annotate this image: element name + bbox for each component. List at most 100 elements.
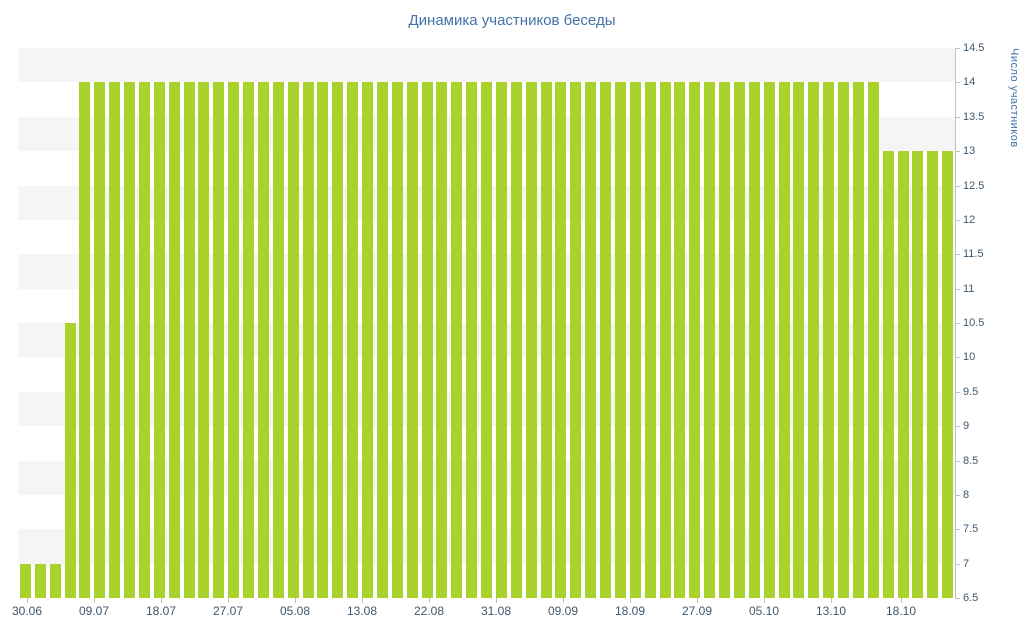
bar (689, 82, 701, 598)
bar (317, 82, 329, 598)
x-tick-mark (362, 598, 363, 603)
y-tick-mark (955, 254, 960, 256)
bar (64, 323, 76, 598)
y-tick-mark (955, 323, 960, 324)
bar (495, 82, 507, 598)
x-tick-label: 30.06 (11, 604, 43, 618)
bar (34, 563, 46, 598)
x-tick-mark (161, 598, 162, 603)
y-tick-mark (955, 598, 960, 599)
x-tick-mark (295, 598, 296, 603)
y-tick-label: 13.5 (963, 110, 985, 123)
bar (733, 82, 745, 598)
bar (927, 151, 939, 598)
bar (719, 82, 731, 598)
plot-area (18, 48, 955, 598)
y-tick-label: 14.5 (963, 42, 985, 54)
y-tick-mark (955, 391, 960, 393)
y-tick-mark (955, 460, 960, 462)
x-tick-label: 31.08 (480, 604, 512, 618)
x-tick-mark (94, 598, 95, 603)
bar (391, 82, 403, 598)
bar (882, 151, 894, 598)
bar (272, 82, 284, 598)
bar (629, 82, 641, 598)
bar (942, 151, 954, 598)
bar (748, 82, 760, 598)
bar (332, 82, 344, 598)
bar (168, 82, 180, 598)
y-tick-label: 14 (963, 76, 976, 89)
bar (793, 82, 805, 598)
y-tick-mark (955, 529, 960, 531)
x-tick-mark (764, 598, 765, 603)
bar (228, 82, 240, 598)
y-tick-mark (955, 494, 960, 496)
x-tick-label: 27.09 (681, 604, 713, 618)
bar (600, 82, 612, 598)
y-tick-label: 8.5 (963, 454, 979, 467)
y-tick-mark (955, 219, 960, 221)
x-tick-mark (429, 598, 430, 603)
x-tick-mark (901, 598, 902, 603)
y-tick-label: 11.5 (963, 248, 984, 261)
y-tick-label: 11 (963, 282, 975, 295)
y-tick-mark (955, 116, 960, 118)
bar (213, 82, 225, 598)
bar (49, 563, 61, 598)
x-tick-label: 18.10 (885, 604, 917, 618)
bar (362, 82, 374, 598)
y-tick-mark (955, 151, 960, 153)
bar (674, 82, 686, 598)
bar (614, 82, 626, 598)
x-tick-label: 18.09 (614, 604, 646, 618)
bar (94, 82, 106, 598)
bar (838, 82, 850, 598)
bar (257, 82, 269, 598)
bar (183, 82, 195, 598)
y-tick-label: 6.5 (963, 592, 979, 604)
y-tick-mark (955, 185, 960, 187)
bar (287, 82, 299, 598)
x-tick-mark (630, 598, 631, 603)
bar (421, 82, 433, 598)
x-tick-mark (563, 598, 564, 603)
chart-title: Динамика участников беседы (408, 12, 616, 29)
y-tick-label: 10 (963, 351, 976, 364)
y-tick-mark (955, 82, 960, 84)
x-tick-label: 27.07 (212, 604, 244, 618)
bar (406, 82, 418, 598)
x-tick-label: 09.09 (547, 604, 579, 618)
bar (466, 82, 478, 598)
bar (302, 82, 314, 598)
y-tick-mark (955, 48, 960, 49)
x-tick-label: 18.07 (145, 604, 177, 618)
y-tick-label: 12.5 (963, 179, 985, 192)
y-tick-mark (955, 426, 960, 428)
bar (347, 82, 359, 598)
y-tick-label: 7 (963, 557, 970, 570)
bar (912, 151, 924, 598)
bar (525, 82, 537, 598)
x-tick-mark (496, 598, 497, 603)
bar (704, 82, 716, 598)
bar (436, 82, 448, 598)
y-tick-mark (955, 288, 960, 290)
x-tick-label: 13.10 (815, 604, 847, 618)
y-tick-label: 8 (963, 488, 970, 501)
y-tick-mark (955, 357, 960, 359)
y-tick-label: 13 (963, 145, 976, 158)
bar (124, 82, 136, 598)
bar (644, 82, 656, 598)
bar (20, 563, 31, 598)
y-tick-label: 9.5 (963, 385, 979, 398)
x-tick-label: 05.08 (279, 604, 311, 618)
bar (852, 82, 864, 598)
bar (451, 82, 463, 598)
y-tick-label: 10.5 (963, 317, 985, 329)
bar (778, 82, 790, 598)
y-axis-title: Число участников (1008, 48, 1020, 148)
y-tick-label: 12 (963, 213, 976, 226)
y-tick-label: 7.5 (963, 523, 979, 536)
